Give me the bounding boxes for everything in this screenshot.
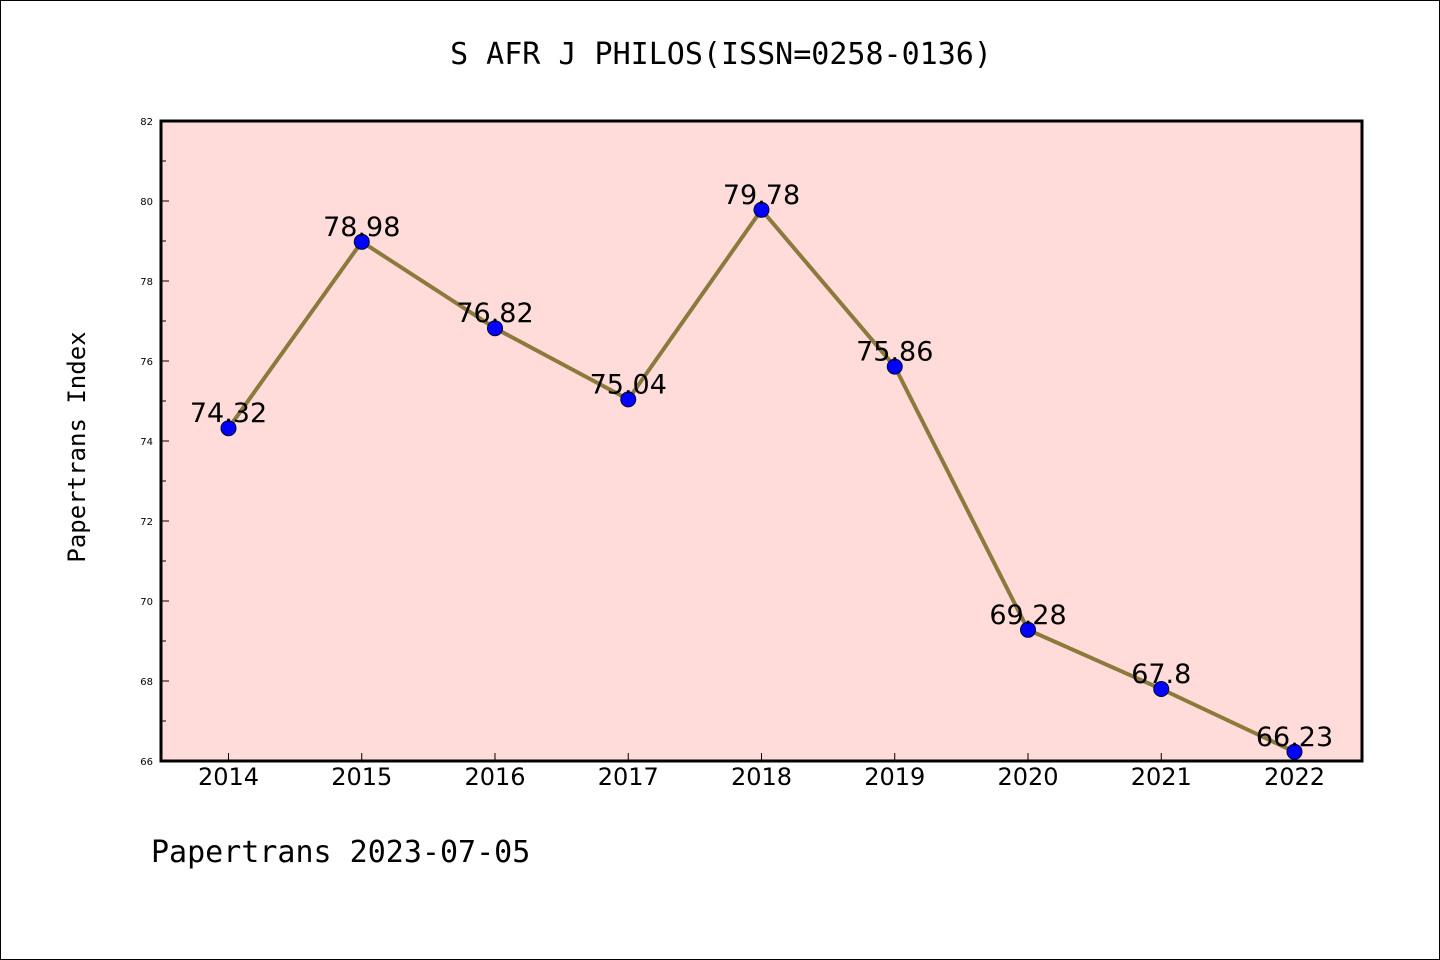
data-point [886,358,903,375]
x-tick-label: 2019 [864,763,925,791]
data-label: 79.78 [723,180,800,211]
x-axis-ticks: 2014 2015 2016 2017 2018 2019 2020 2021 2022 [198,753,1325,791]
y-tick-label: 82 [140,117,153,128]
data-label: 75.04 [590,369,667,400]
data-point [1020,621,1036,638]
x-tick-label: 2020 [997,763,1058,791]
x-tick-label: 2022 [1264,763,1325,791]
y-tick-label: 80 [140,197,153,208]
data-label: 78.98 [323,212,400,243]
x-tick-label: 2018 [731,763,792,791]
x-tick-label: 2016 [464,763,525,791]
y-tick-label: 68 [140,677,153,688]
data-point [353,233,370,250]
data-label: 66.23 [1256,722,1333,753]
data-point [1153,681,1170,697]
series-group: 74.32 78.98 76.82 75.04 79.78 75.86 69.28 67.8 6… [190,180,1333,760]
data-point [1286,743,1303,760]
data-label: 75.86 [856,337,933,368]
data-point [220,420,237,437]
data-label: 67.8 [1131,659,1191,690]
chart-title: S AFR J PHILOS(ISSN=0258-0136) [450,37,992,72]
x-tick-label: 2021 [1131,763,1192,791]
y-tick-label: 76 [140,357,153,368]
data-label: 69.28 [989,600,1066,631]
x-tick-label: 2014 [198,763,259,791]
data-point [487,320,503,337]
footer-text: Papertrans 2023-07-05 [151,835,531,870]
y-tick-label: 70 [140,597,153,608]
data-point [753,201,770,218]
y-axis-ticks: 66 68 70 72 74 76 78 80 82 [140,117,169,768]
y-tick-label: 72 [140,517,153,528]
y-tick-label: 74 [140,437,153,448]
data-label: 76.82 [456,298,533,329]
plot-area [159,119,1364,763]
y-tick-label: 78 [140,277,153,288]
x-tick-label: 2017 [598,763,659,791]
data-point [620,391,637,408]
data-label: 74.32 [190,398,267,429]
y-tick-label: 66 [140,757,153,768]
x-tick-label: 2015 [331,763,392,791]
